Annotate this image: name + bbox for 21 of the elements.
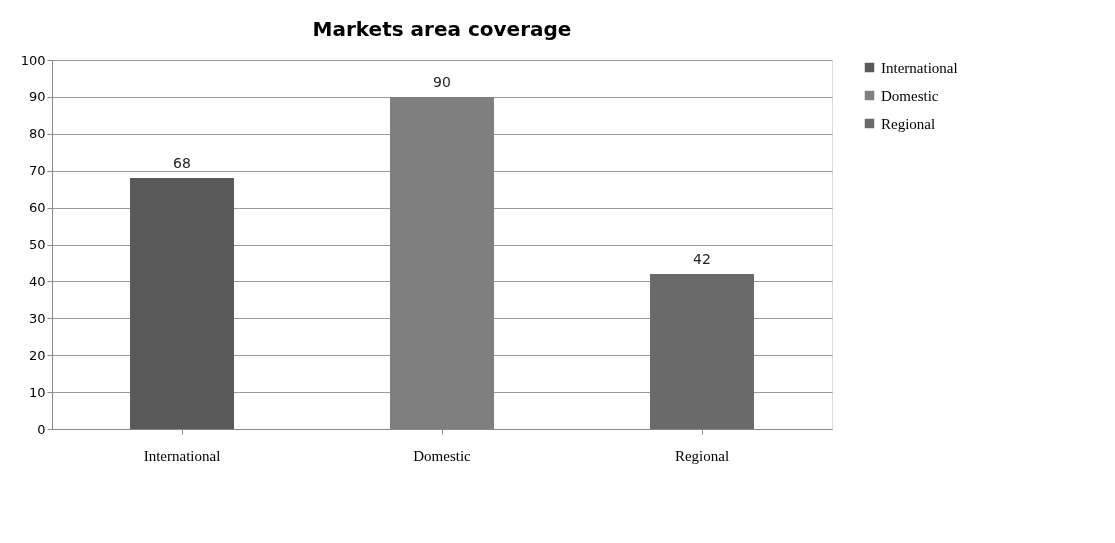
y-tick-label: 70 <box>28 163 46 179</box>
y-tick-label: 20 <box>28 347 46 363</box>
x-tick-label: Domestic <box>413 447 472 464</box>
y-tick-label: 0 <box>37 421 46 437</box>
y-tick-label: 90 <box>28 89 46 105</box>
data-label: 90 <box>433 73 451 90</box>
legend-label: Domestic <box>881 87 939 104</box>
data-label: 42 <box>693 251 711 268</box>
y-tick-label: 40 <box>28 273 46 289</box>
y-tick-label: 10 <box>28 384 46 400</box>
y-tick-label: 100 <box>20 52 46 68</box>
legend-label: Regional <box>881 115 936 132</box>
x-tick-label: International <box>143 447 221 464</box>
legend-label: International <box>881 59 958 76</box>
y-tick-label: 60 <box>28 200 46 216</box>
x-tick-label: Regional <box>674 447 730 464</box>
y-tick-label: 50 <box>28 237 46 252</box>
y-tick-label: 30 <box>28 310 46 326</box>
chart-title: Markets area coverage <box>312 17 572 41</box>
y-tick-label: 80 <box>28 126 46 142</box>
data-label: 68 <box>173 155 191 172</box>
